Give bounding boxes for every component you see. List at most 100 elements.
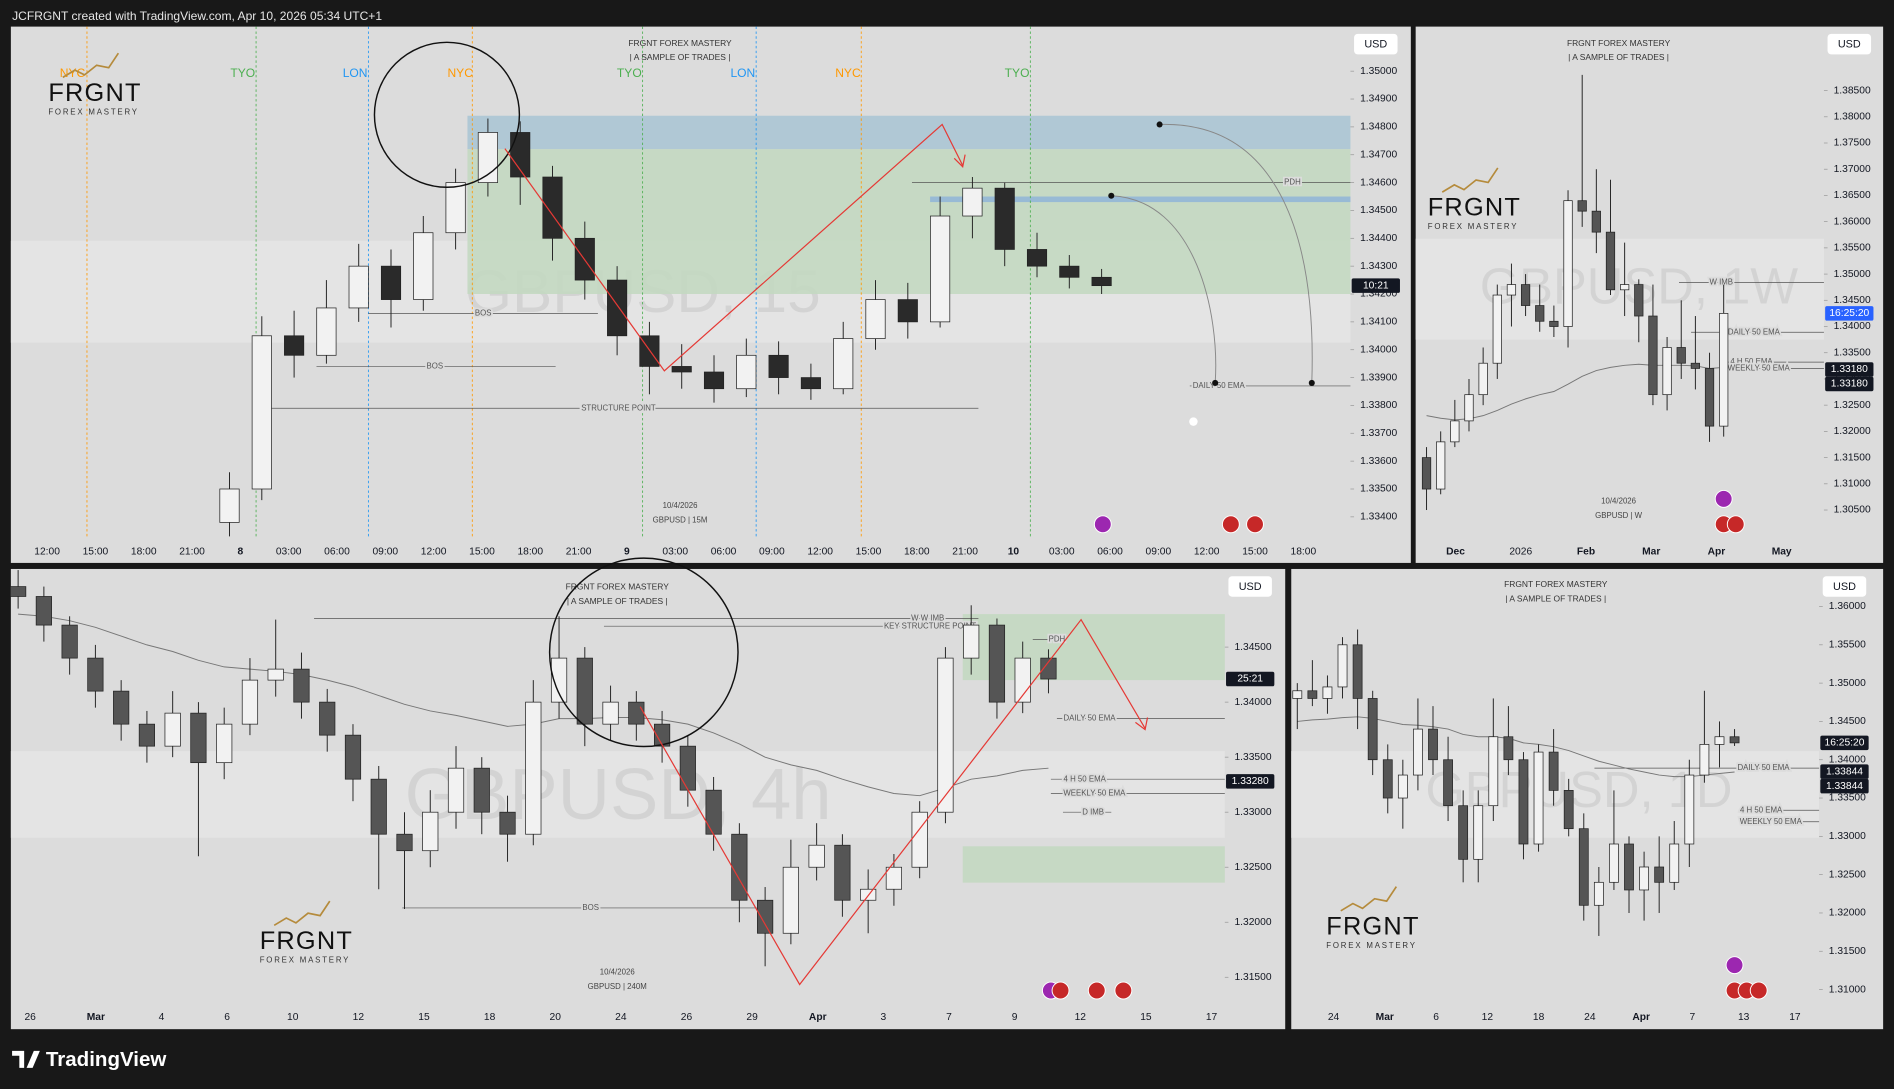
level-label: 4 H 50 EMA (1730, 357, 1773, 366)
y-tick-label: 1.35000 (1360, 66, 1397, 77)
level-label: WEEKLY 50 EMA (1728, 364, 1791, 373)
candle-body (1307, 690, 1318, 699)
currency-button-bg (1822, 576, 1867, 597)
y-tick-label: 1.33000 (1234, 807, 1271, 818)
x-tick-label: 15 (418, 1012, 430, 1023)
price-tag (1820, 764, 1869, 779)
x-tick-label: 6 (1433, 1012, 1439, 1023)
candle-body (1669, 843, 1680, 883)
currency-button[interactable]: USD (1822, 576, 1867, 597)
path-drawing (504, 123, 964, 372)
candle-body (348, 265, 369, 309)
candle-body (499, 811, 516, 835)
arrow-head (1135, 717, 1149, 731)
currency-button[interactable]: USD (1827, 33, 1872, 55)
currency-button[interactable]: USD (1228, 576, 1272, 597)
x-tick-label: 18 (1533, 1012, 1545, 1023)
y-tick-label: 1.35000 (1834, 269, 1871, 280)
x-tick-label: 21:00 (179, 547, 205, 558)
x-tick-label: Dec (1446, 547, 1465, 558)
level-label: WEEKLY 50 EMA (1740, 817, 1803, 826)
x-tick-label: 2026 (1509, 547, 1532, 558)
level-label: PDH (1284, 178, 1301, 187)
y-tick-label: 1.38500 (1834, 85, 1871, 96)
footer: TradingView (12, 1048, 166, 1071)
candle-body (703, 371, 725, 390)
candle-body (1492, 294, 1502, 364)
candle-body (396, 833, 413, 852)
y-tick-label: 1.33800 (1360, 400, 1397, 411)
zone (962, 614, 1225, 681)
x-tick-label: Feb (1577, 547, 1595, 558)
candle-body (1639, 866, 1649, 891)
y-tick-label: 1.33500 (1360, 484, 1397, 495)
x-tick-label: 09:00 (1146, 547, 1172, 558)
candle-body (1458, 805, 1469, 860)
candle-body (1704, 368, 1715, 427)
y-tick-label: 1.34700 (1360, 149, 1397, 160)
candle-body (344, 734, 362, 780)
y-tick-label: 1.33000 (1829, 831, 1866, 842)
x-tick-label: 18:00 (1291, 547, 1317, 558)
candle-body (1382, 759, 1393, 799)
level-label: BOS (427, 362, 444, 371)
candle-body (319, 701, 336, 736)
session-label: NYC (835, 66, 861, 80)
y-tick-label: 1.31500 (1829, 946, 1866, 957)
zone (930, 196, 1351, 203)
candle-body (736, 354, 757, 390)
chart-subtitle: | A SAMPLE OF TRADES | (630, 52, 731, 62)
candle-body (963, 624, 980, 659)
x-tick-label: 06:00 (1097, 547, 1123, 558)
candle-body (1634, 284, 1644, 317)
chart-subtitle: | A SAMPLE OF TRADES | (567, 596, 668, 606)
x-tick-label: 15:00 (1242, 547, 1268, 558)
candle-body (370, 778, 387, 835)
candle-body (671, 366, 692, 373)
x-tick-label: Apr (809, 1012, 827, 1023)
x-tick-label: 17 (1789, 1012, 1801, 1023)
candle-body (808, 844, 825, 868)
x-tick-label: 26 (24, 1012, 36, 1023)
x-tick-label: 15:00 (83, 547, 109, 558)
candle-body (1609, 843, 1619, 883)
y-tick-label: 1.34900 (1360, 94, 1397, 105)
logo-name: FRGNT (260, 927, 353, 955)
currency-button[interactable]: USD (1354, 33, 1398, 55)
level-label: 4 H 50 EMA (1064, 774, 1107, 783)
candle-body (1413, 728, 1423, 776)
session-label: NYC (447, 66, 473, 80)
y-tick-label: 1.33500 (1234, 752, 1271, 763)
candle-body (422, 811, 439, 852)
y-tick-label: 1.33400 (1360, 512, 1397, 523)
curved-arrow (1159, 123, 1313, 383)
chart-title: FRGNT FOREX MASTERY (1567, 38, 1671, 48)
candle-body (1428, 728, 1438, 761)
y-tick-label: 1.32500 (1834, 400, 1871, 411)
y-tick-label: 1.36000 (1829, 601, 1866, 612)
logo-tagline: FOREX MASTERY (1326, 941, 1417, 950)
x-tick-label: May (1772, 547, 1792, 558)
logo-mark (62, 52, 120, 79)
level-label: DAILY 50 EMA (1738, 763, 1791, 772)
candle-body (1337, 644, 1348, 688)
level-label: BOS (582, 903, 599, 912)
candle-body (1026, 249, 1048, 267)
x-tick-label: 4 (159, 1012, 165, 1023)
candle-body (1059, 265, 1080, 278)
currency-button-label: USD (1833, 581, 1856, 593)
x-tick-label: Apr (1708, 547, 1726, 558)
candle-body (911, 811, 928, 868)
drawings (373, 41, 1768, 1000)
candle-body (1549, 320, 1559, 327)
y-tick-label: 1.34300 (1360, 261, 1397, 272)
plot-band (10, 751, 1225, 838)
price-tag-label: 1.33180 (1831, 379, 1868, 390)
candle-body (1591, 210, 1601, 233)
session-label: TYO (1005, 66, 1030, 80)
candle-body (1729, 736, 1740, 744)
charts: GBPUSD, 15NYCTYOLONNYCTYOLONNYCTYOPDHBOS… (10, 26, 1884, 1030)
x-tick-label: 03:00 (662, 547, 688, 558)
level-label: DAILY 50 EMA (1728, 327, 1781, 336)
y-tick-label: 1.34500 (1360, 205, 1397, 216)
